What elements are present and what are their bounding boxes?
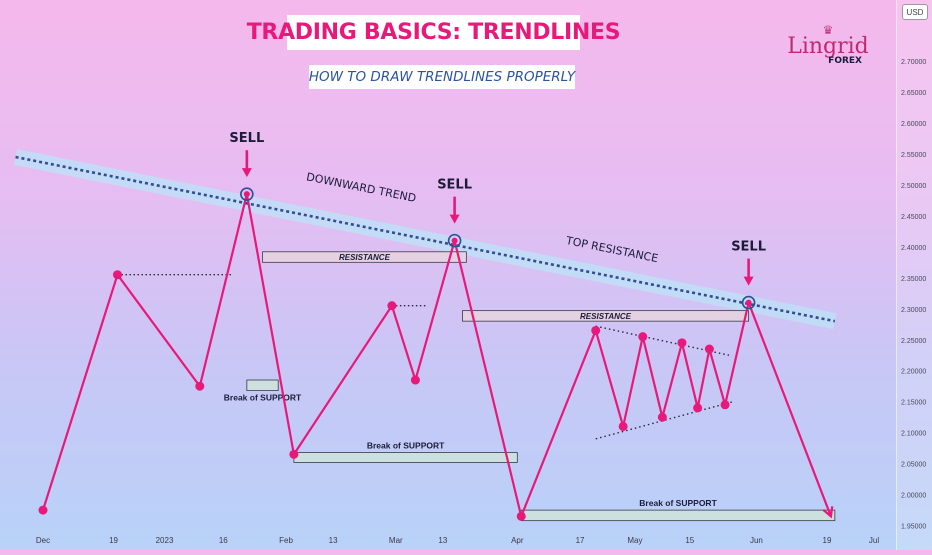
zone-label-1: RESISTANCE (580, 312, 632, 321)
price-point-3 (243, 191, 250, 198)
trend-label-3: DOWNWARD TREND (305, 170, 417, 205)
price-point-16 (720, 400, 730, 410)
price-point-12 (657, 412, 667, 422)
brand-logo: ♛ Lingrid FOREX (786, 24, 870, 70)
zone-4 (520, 509, 836, 522)
zone-label-3: Break of SUPPORT (367, 441, 445, 451)
sell-arrow-head-1 (449, 214, 460, 224)
y-tick-13: 2.60000 (901, 121, 926, 128)
y-tick-4: 2.15000 (901, 400, 926, 407)
chart-title: TRADING BASICS: TRENDLINES (247, 15, 621, 50)
x-tick-6: Mar (389, 536, 403, 545)
y-tick-6: 2.25000 (901, 338, 926, 345)
y-tick-7: 2.30000 (901, 307, 926, 314)
y-tick-3: 2.10000 (901, 431, 926, 438)
x-tick-3: 16 (219, 536, 228, 545)
price-point-17 (745, 299, 752, 306)
x-tick-10: May (627, 536, 642, 545)
price-point-2 (195, 381, 205, 391)
x-tick-12: Jun (750, 536, 763, 545)
y-tick-9: 2.40000 (901, 245, 926, 252)
y-tick-11: 2.50000 (901, 183, 926, 190)
price-point-9 (591, 325, 601, 335)
x-tick-1: 19 (109, 536, 118, 545)
x-tick-13: 19 (823, 536, 832, 545)
touch-circle-7 (447, 233, 462, 248)
trendline (15, 155, 836, 323)
y-tick-14: 2.65000 (901, 90, 926, 97)
price-point-14 (693, 403, 703, 413)
sell-label-0: SELL (229, 131, 264, 146)
zone-0 (262, 251, 467, 263)
price-point-0 (38, 505, 48, 515)
logo-sub: FOREX (828, 56, 862, 66)
x-tick-7: 13 (438, 536, 447, 545)
y-tick-8: 2.35000 (901, 276, 926, 283)
zone-label-0: RESISTANCE (339, 253, 391, 262)
logo-name: Lingrid (787, 34, 869, 59)
sell-label-2: SELL (731, 240, 766, 255)
y-tick-2: 2.05000 (901, 462, 926, 469)
touch-circle-3 (240, 187, 254, 201)
price-point-5 (387, 301, 397, 311)
y-tick-5: 2.20000 (901, 369, 926, 376)
price-point-13 (677, 338, 687, 348)
sell-arrow-head-0 (241, 168, 252, 178)
x-tick-11: 15 (685, 536, 694, 545)
x-tick-2: 2023 (156, 536, 174, 545)
chart-subtitle: HOW TO DRAW TRENDLINES PROPERLY (309, 65, 575, 89)
zone-label-4: Break of SUPPORT (639, 498, 717, 508)
x-tick-5: 13 (329, 536, 338, 545)
price-point-1 (112, 270, 122, 280)
zone-label-2: Break of SUPPORT (224, 393, 302, 403)
price-point-4 (289, 449, 299, 459)
y-tick-12: 2.55000 (901, 152, 926, 159)
y-tick-15: 2.70000 (901, 59, 926, 66)
trend-label-4: TOP RESISTANCE (564, 234, 659, 265)
price-point-15 (704, 344, 714, 354)
zone-2 (246, 379, 279, 391)
y-tick-10: 2.45000 (901, 214, 926, 221)
price-point-7 (451, 237, 458, 244)
x-tick-9: 17 (576, 536, 585, 545)
crown-icon: ♛ (822, 23, 834, 37)
touch-circle-17 (741, 295, 756, 310)
y-tick-0: 1.95000 (901, 524, 926, 531)
y-tick-1: 2.00000 (901, 493, 926, 500)
x-tick-8: Apr (511, 536, 524, 545)
price-point-8 (516, 511, 526, 521)
x-tick-0: Dec (36, 536, 50, 545)
sell-arrow-head-2 (743, 276, 754, 286)
zone-1 (462, 310, 750, 322)
currency-badge[interactable]: USD (902, 4, 928, 20)
zone-3 (293, 452, 518, 463)
price-point-6 (410, 375, 420, 385)
price-arrowhead (822, 506, 834, 519)
price-point-10 (618, 421, 628, 431)
sell-label-1: SELL (437, 178, 472, 193)
price-axis[interactable]: 1.95000 2.00000 2.05000 2.10000 2.15000 2.200… (896, 0, 932, 550)
x-tick-4: Feb (279, 536, 293, 545)
x-tick-14: Jul (869, 536, 879, 545)
triangle-line-1 (595, 401, 734, 440)
price-point-11 (638, 332, 648, 342)
